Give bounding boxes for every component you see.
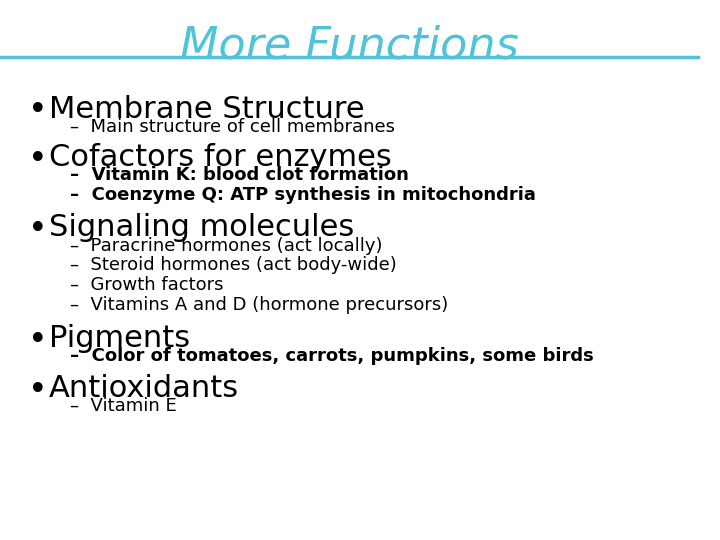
Text: Pigments: Pigments <box>49 324 190 353</box>
Text: More Functions: More Functions <box>180 24 518 68</box>
Text: –  Vitamins A and D (hormone precursors): – Vitamins A and D (hormone precursors) <box>70 296 448 314</box>
Text: Membrane Structure: Membrane Structure <box>49 94 364 124</box>
Text: •: • <box>28 374 48 407</box>
Text: Antioxidants: Antioxidants <box>49 374 239 403</box>
Text: –  Main structure of cell membranes: – Main structure of cell membranes <box>70 118 395 136</box>
Text: Cofactors for enzymes: Cofactors for enzymes <box>49 143 392 172</box>
Text: •: • <box>28 143 48 176</box>
Text: –  Vitamin E: – Vitamin E <box>70 397 176 415</box>
Text: Signaling molecules: Signaling molecules <box>49 213 354 242</box>
Text: •: • <box>28 94 48 127</box>
Text: •: • <box>28 213 48 246</box>
Text: –  Vitamin K: blood clot formation: – Vitamin K: blood clot formation <box>70 166 409 184</box>
Text: –  Steroid hormones (act body-wide): – Steroid hormones (act body-wide) <box>70 256 397 274</box>
Text: –  Paracrine hormones (act locally): – Paracrine hormones (act locally) <box>70 237 382 254</box>
Text: –  Coenzyme Q: ATP synthesis in mitochondria: – Coenzyme Q: ATP synthesis in mitochond… <box>70 186 536 204</box>
Text: •: • <box>28 324 48 357</box>
Text: –  Growth factors: – Growth factors <box>70 276 223 294</box>
Text: –  Color of tomatoes, carrots, pumpkins, some birds: – Color of tomatoes, carrots, pumpkins, … <box>70 347 593 365</box>
